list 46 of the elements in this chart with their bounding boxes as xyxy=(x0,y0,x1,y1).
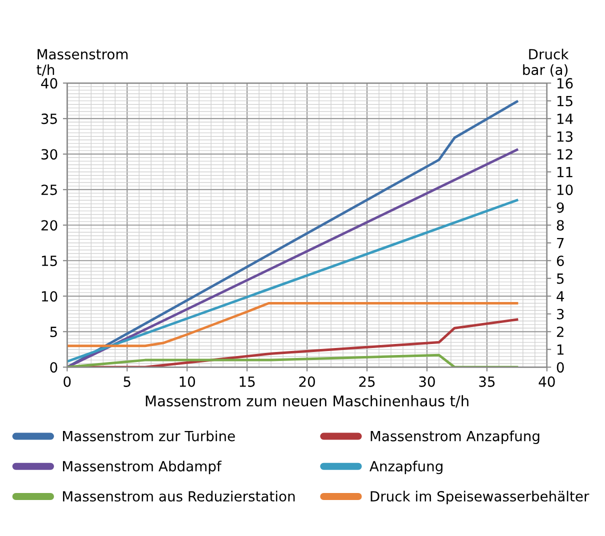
y2-tick-label: 15 xyxy=(557,96,572,106)
y2-tick-label: 10 xyxy=(557,184,573,196)
legend-label: Massenstrom Abdampf xyxy=(63,460,222,474)
y2-tick-label: 14 xyxy=(557,114,573,124)
x-tick-label: 0 xyxy=(64,376,71,387)
x-tick-label: 20 xyxy=(299,376,315,387)
y-tick-label: 35 xyxy=(42,114,57,124)
y2-tick-label: 13 xyxy=(557,131,573,142)
x-tick-label: 35 xyxy=(479,376,495,387)
y2-tick-label: 9 xyxy=(556,202,564,213)
y2-tick-label: 3 xyxy=(557,308,564,320)
x-tick-label: 30 xyxy=(419,376,435,387)
legend-label: Druck im Speisewasserbehälter xyxy=(370,490,590,504)
y-axis-title: Massenstrom t/h xyxy=(36,49,128,76)
x-tick-label: 5 xyxy=(124,376,130,387)
y2-tick-label: 4 xyxy=(556,291,564,302)
y2-axis-title: Druck bar (a) xyxy=(523,48,569,77)
y2-tick-label: 11 xyxy=(557,167,572,178)
line-series xyxy=(67,100,518,368)
x-tick-label: 15 xyxy=(240,376,255,387)
y-tick-label: 5 xyxy=(50,326,57,338)
line-series xyxy=(67,302,518,348)
x-axis-title: Massenstrom zum neuen Maschinenhaus t/h xyxy=(146,395,468,408)
legend-label: Massenstrom zur Turbine xyxy=(63,430,235,442)
y-tick-label: 20 xyxy=(41,220,58,231)
y2-tick-label: 6 xyxy=(556,256,564,266)
legend-label: Massenstrom aus Reduzierstation xyxy=(63,490,295,502)
y-tick-label: 15 xyxy=(42,256,57,266)
x-tick-label: 10 xyxy=(180,376,196,387)
y2-tick-label: 8 xyxy=(556,220,564,231)
y2-tick-label: 16 xyxy=(557,78,573,89)
y-tick-label: 25 xyxy=(41,184,57,196)
x-tick-label: 25 xyxy=(359,376,375,387)
y2-tick-label: 12 xyxy=(557,149,572,160)
y2-tick-label: 7 xyxy=(557,238,564,248)
y-tick-label: 0 xyxy=(50,362,58,373)
legend-label: Massenstrom Anzapfung xyxy=(370,430,540,444)
y-tick-label: 30 xyxy=(42,149,58,160)
y2-tick-label: 2 xyxy=(556,326,564,337)
y2-tick-label: 5 xyxy=(557,274,564,284)
y2-tick-label: 0 xyxy=(556,362,564,373)
y-tick-label: 10 xyxy=(42,291,58,302)
legend-label: Anzapfung xyxy=(370,460,442,474)
y-tick-label: 40 xyxy=(41,78,58,89)
x-tick-label: 40 xyxy=(538,376,555,387)
y2-tick-label: 1 xyxy=(557,344,564,355)
